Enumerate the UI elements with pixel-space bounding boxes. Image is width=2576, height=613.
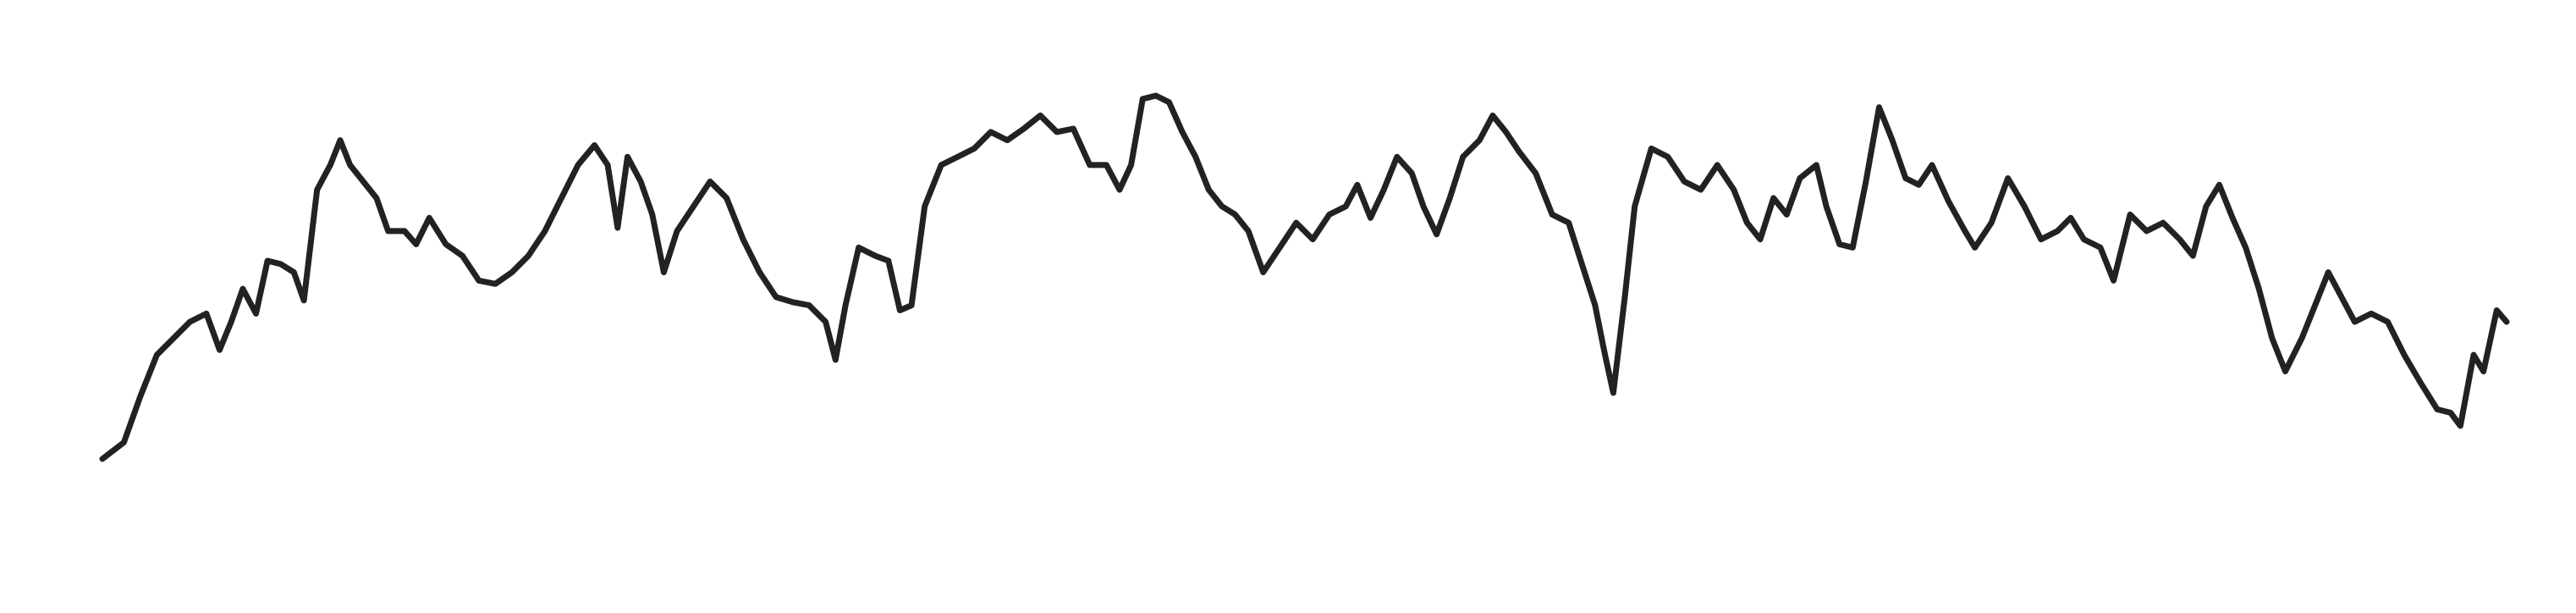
line-series <box>99 92 2510 462</box>
